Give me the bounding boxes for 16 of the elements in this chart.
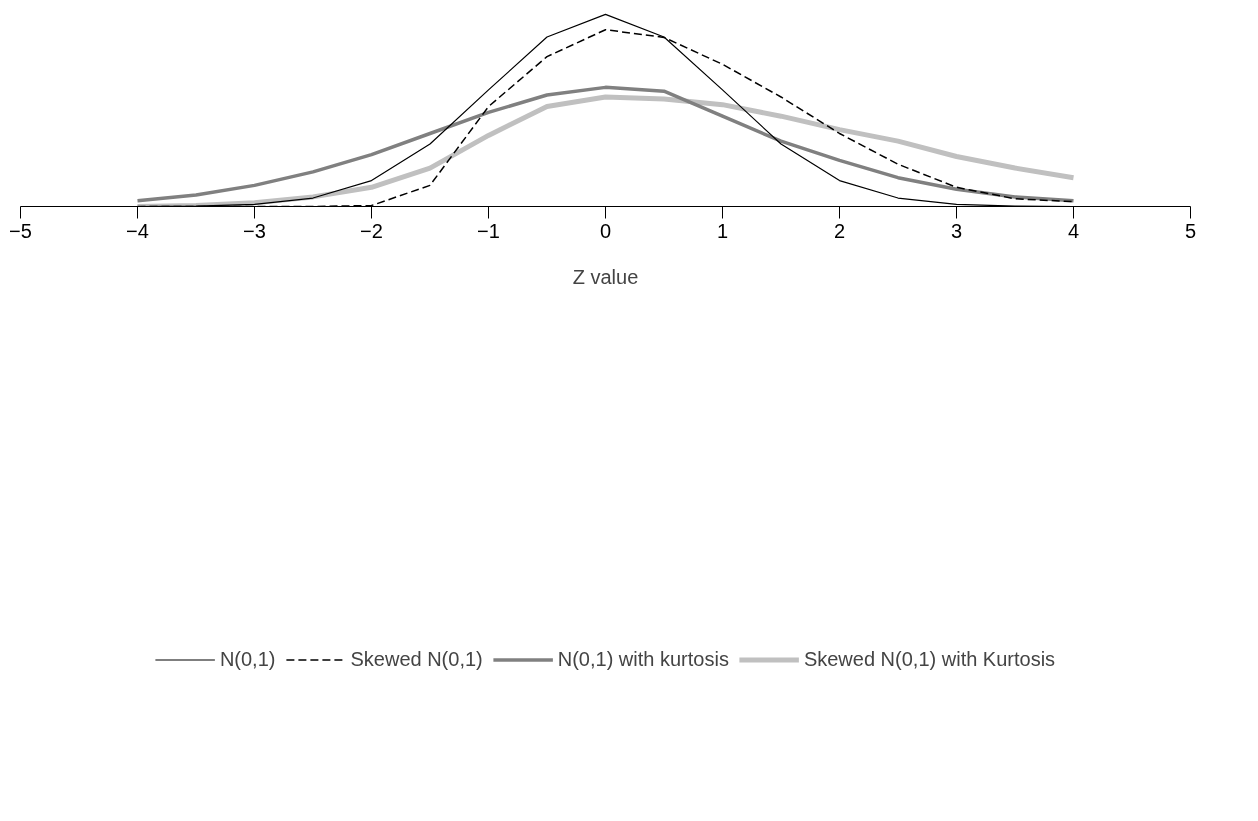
x-tick-label: 1 (716, 219, 729, 242)
legend-label: N(0,1) (219, 647, 276, 671)
legend-label: Skewed N(0,1) (350, 647, 483, 671)
x-tick-label: −2 (360, 219, 383, 242)
x-tick-label: −5 (9, 219, 32, 242)
x-tick-label: −4 (126, 219, 149, 242)
x-tick-label: 5 (1184, 219, 1197, 242)
x-tick-label: 3 (950, 219, 963, 242)
x-axis-title: Z value (572, 265, 639, 288)
x-tick-label: 0 (599, 219, 612, 242)
x-tick-label: 2 (833, 219, 846, 242)
x-tick-label: 4 (1067, 219, 1080, 242)
x-tick-label: −1 (477, 219, 500, 242)
legend-label: Skewed N(0,1) with Kurtosis (803, 647, 1056, 671)
legend-label: N(0,1) with kurtosis (557, 647, 729, 671)
x-tick-label: −3 (243, 219, 266, 242)
